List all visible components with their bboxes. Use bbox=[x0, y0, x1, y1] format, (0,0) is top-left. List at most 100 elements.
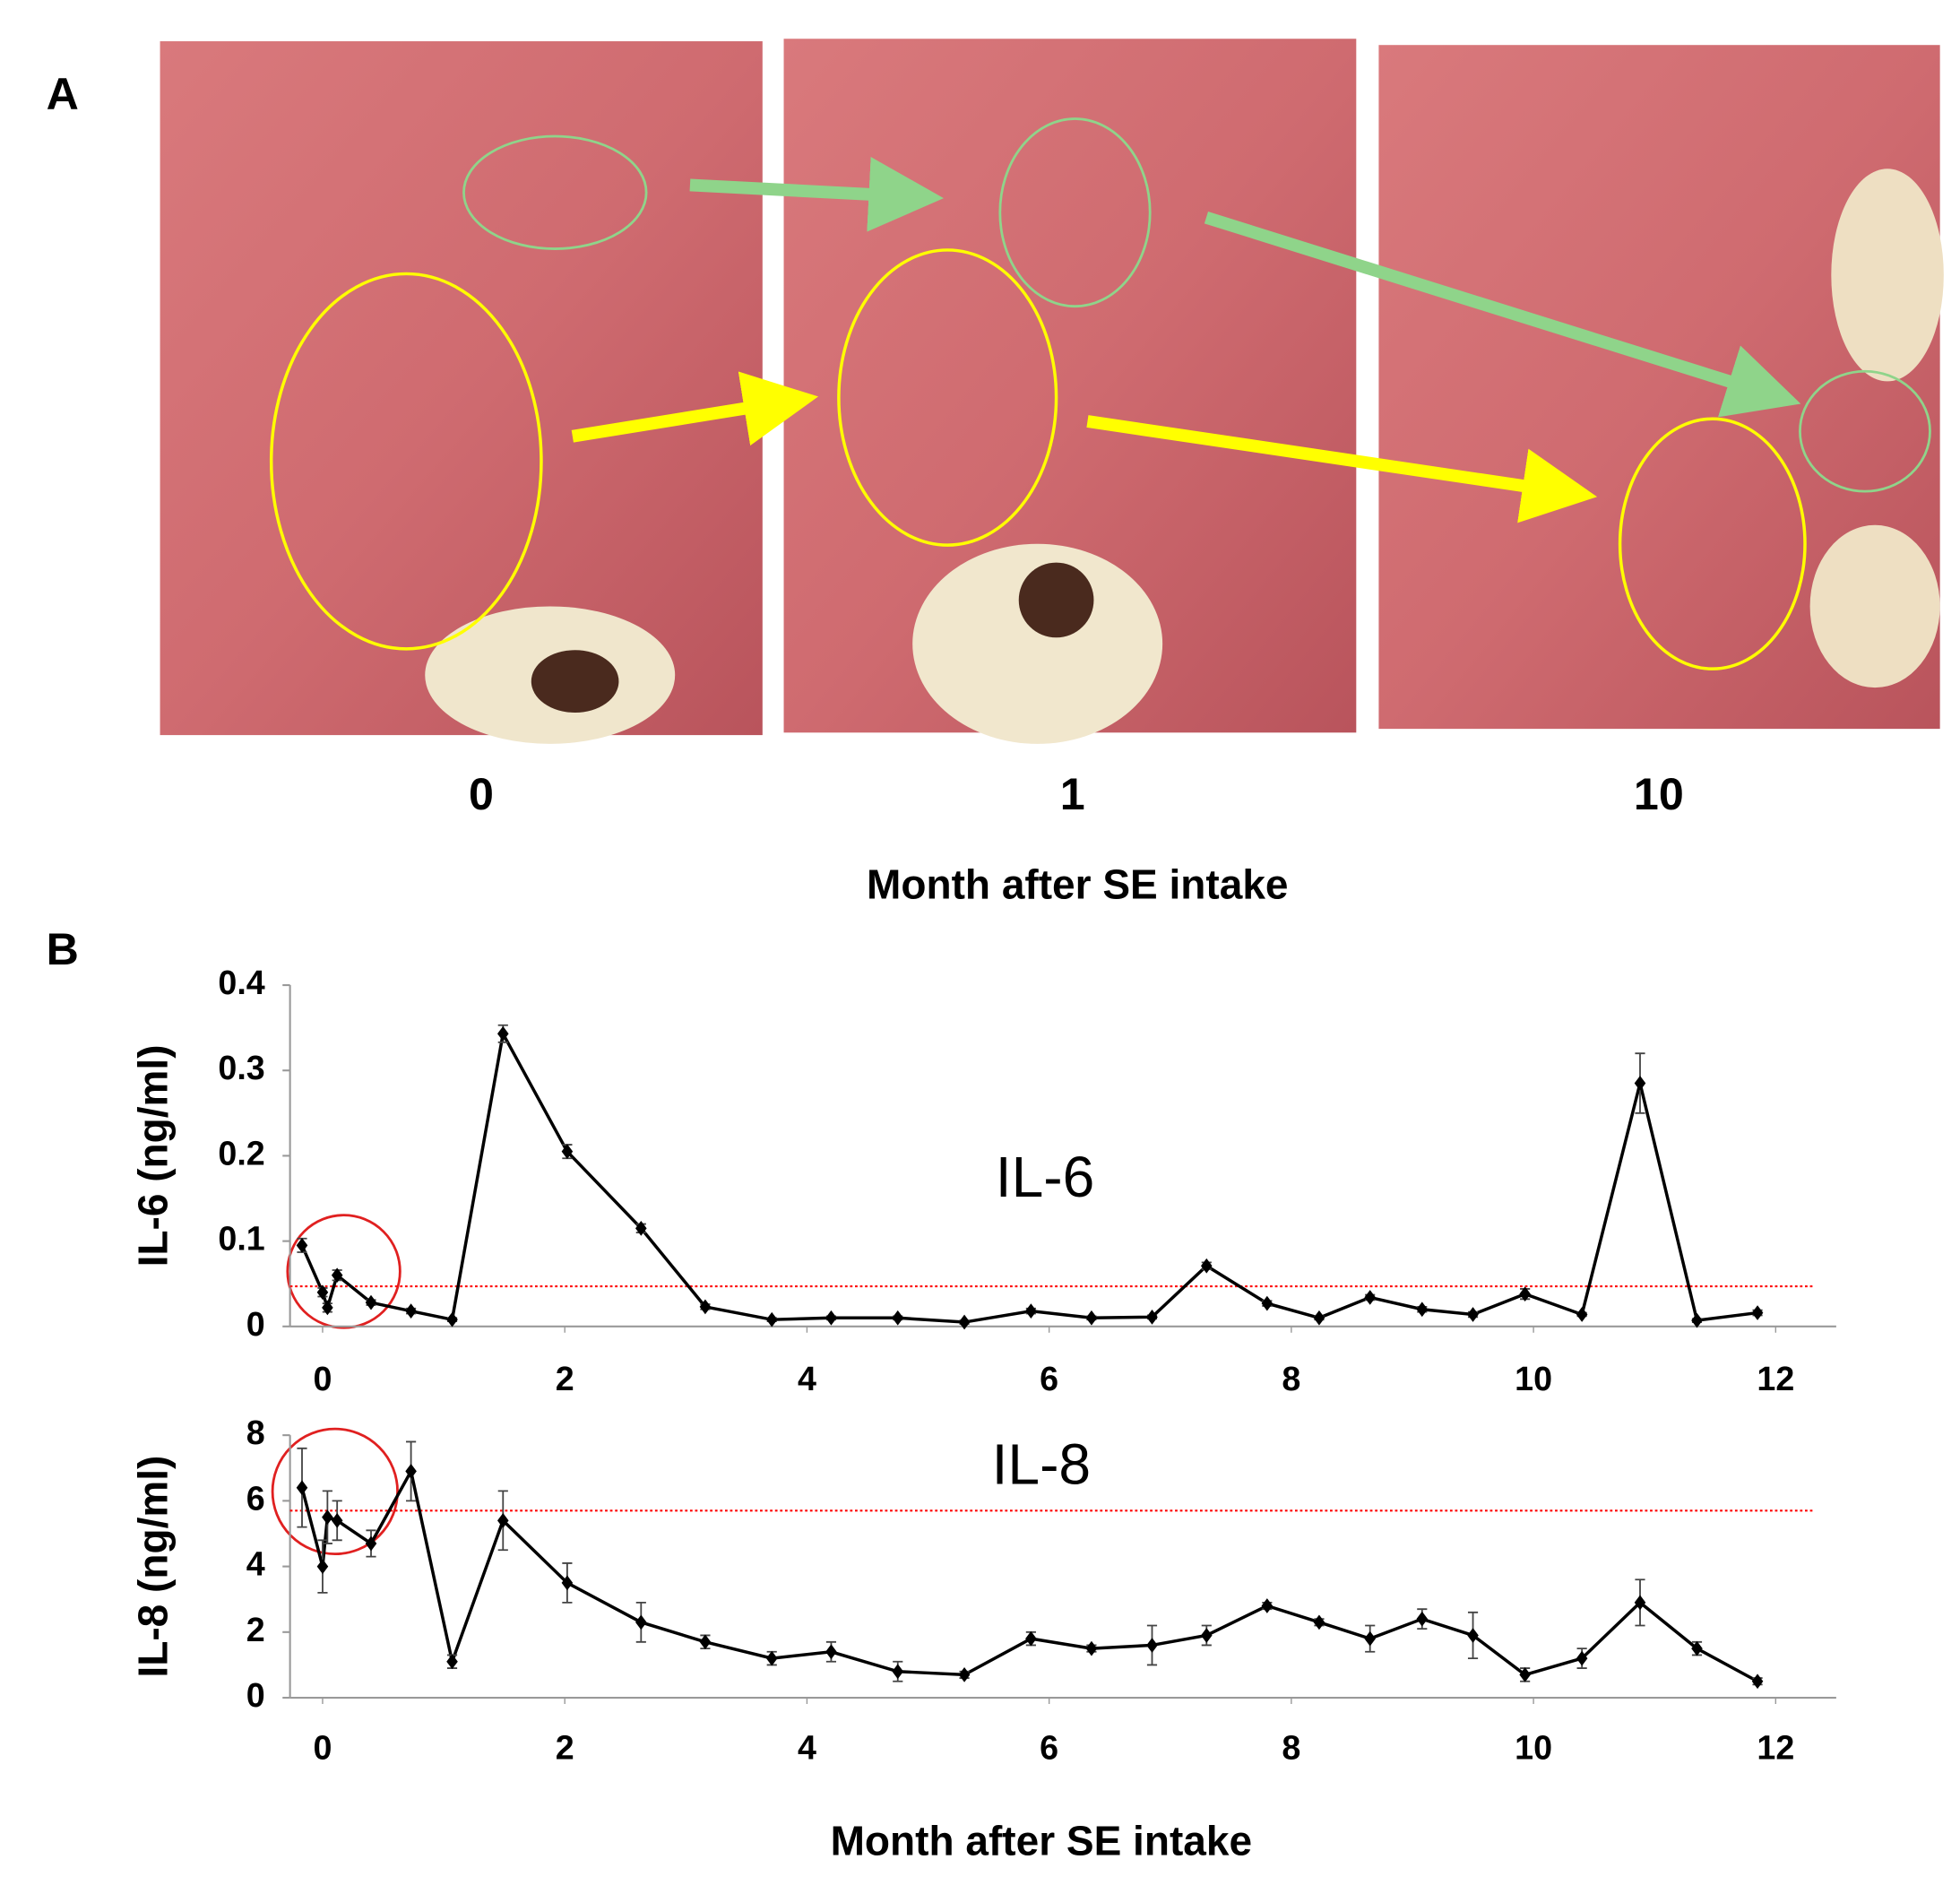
data-point bbox=[1085, 1640, 1098, 1656]
y-tick-label: 0.3 bbox=[218, 1049, 264, 1086]
x-tick-label: 8 bbox=[1282, 1729, 1300, 1767]
data-point bbox=[331, 1267, 343, 1284]
data-point bbox=[322, 1300, 333, 1316]
lesion-circle bbox=[998, 117, 1152, 308]
chart-title: IL-6 bbox=[996, 1145, 1095, 1209]
tooth bbox=[912, 543, 1163, 744]
data-point bbox=[825, 1644, 837, 1660]
x-tick-label: 12 bbox=[1757, 1729, 1794, 1767]
data-point bbox=[316, 1559, 329, 1574]
y-tick-label: 0 bbox=[246, 1305, 265, 1343]
data-point bbox=[365, 1294, 377, 1310]
lesion-circle bbox=[269, 272, 543, 651]
y-tick-label: 0 bbox=[246, 1676, 265, 1714]
data-point bbox=[1519, 1667, 1531, 1682]
x-tick-label: 6 bbox=[1040, 1729, 1058, 1767]
data-line bbox=[300, 1466, 1758, 1683]
data-point bbox=[1025, 1630, 1037, 1647]
y-tick-label: 0.4 bbox=[218, 964, 264, 1001]
data-point bbox=[1751, 1305, 1764, 1320]
data-point bbox=[1313, 1310, 1325, 1326]
data-point bbox=[446, 1654, 458, 1670]
y-tick-label: 0.2 bbox=[218, 1134, 264, 1172]
data-point bbox=[1751, 1673, 1764, 1690]
y-tick-label: 4 bbox=[246, 1545, 265, 1583]
tooth bbox=[1809, 524, 1940, 688]
data-point bbox=[1364, 1630, 1376, 1647]
x-tick-label: 4 bbox=[798, 1360, 816, 1397]
arrow bbox=[689, 157, 944, 232]
y-axis-label: IL-8 (ng/ml) bbox=[130, 1456, 177, 1678]
arrow bbox=[1086, 415, 1598, 523]
data-point bbox=[1576, 1650, 1588, 1666]
lesion-circle bbox=[1799, 369, 1931, 493]
tooth bbox=[1831, 169, 1944, 382]
data-point bbox=[958, 1667, 971, 1682]
data-point bbox=[497, 1512, 509, 1528]
data-point bbox=[1313, 1614, 1325, 1630]
data-point bbox=[1201, 1258, 1213, 1274]
x-tick-label: 2 bbox=[556, 1729, 574, 1767]
data-point bbox=[296, 1237, 308, 1253]
data-point bbox=[1519, 1286, 1531, 1302]
tooth-cavity bbox=[1018, 562, 1094, 638]
lesion-circle bbox=[837, 248, 1058, 547]
highlight-circle bbox=[271, 1427, 399, 1556]
data-point bbox=[1146, 1309, 1158, 1325]
data-point bbox=[892, 1664, 904, 1680]
y-tick-label: 0.1 bbox=[218, 1220, 264, 1258]
x-tick-label: 0 bbox=[313, 1360, 332, 1397]
data-point bbox=[1691, 1312, 1703, 1328]
x-tick-label: 2 bbox=[556, 1360, 574, 1397]
x-tick-label: 8 bbox=[1282, 1360, 1300, 1397]
data-point bbox=[1691, 1640, 1703, 1656]
photo bbox=[160, 41, 763, 736]
data-point bbox=[1261, 1598, 1274, 1613]
data-point bbox=[405, 1303, 417, 1319]
x-tick-label: 0 bbox=[313, 1729, 332, 1767]
x-tick-label: 10 bbox=[1515, 1729, 1552, 1767]
data-point bbox=[1085, 1310, 1098, 1326]
timepoint-label: 10 bbox=[1634, 769, 1684, 819]
timepoint-label: 0 bbox=[469, 769, 494, 819]
highlight-circle bbox=[286, 1214, 401, 1329]
data-point bbox=[316, 1284, 329, 1301]
data-point bbox=[446, 1311, 458, 1328]
x-axis-label: Month after SE intake bbox=[831, 1817, 1252, 1864]
data-point bbox=[1025, 1303, 1037, 1319]
x-tick-label: 6 bbox=[1040, 1360, 1058, 1397]
data-point bbox=[635, 1614, 647, 1630]
lesion-circle bbox=[462, 134, 648, 250]
tooth-cavity bbox=[531, 650, 619, 713]
data-point bbox=[825, 1310, 837, 1326]
data-point bbox=[1416, 1302, 1429, 1318]
data-point bbox=[405, 1464, 417, 1479]
chart-title: IL-8 bbox=[992, 1432, 1092, 1497]
timepoint-label: 1 bbox=[1060, 769, 1085, 819]
data-point bbox=[322, 1509, 333, 1526]
data-point bbox=[1146, 1638, 1158, 1653]
x-tick-label: 12 bbox=[1757, 1360, 1794, 1397]
data-point bbox=[1634, 1076, 1646, 1091]
data-point bbox=[1201, 1628, 1213, 1643]
arrow bbox=[571, 371, 819, 446]
data-point bbox=[635, 1220, 647, 1236]
data-point bbox=[365, 1535, 377, 1552]
panel-label: A bbox=[47, 69, 79, 119]
data-point bbox=[958, 1314, 971, 1330]
data-point bbox=[1261, 1295, 1274, 1311]
data-point bbox=[765, 1311, 778, 1328]
data-point bbox=[331, 1512, 343, 1528]
arrow bbox=[1204, 212, 1801, 418]
panel-label: B bbox=[47, 924, 79, 974]
data-point bbox=[1416, 1611, 1429, 1627]
axis-label: Month after SE intake bbox=[867, 861, 1288, 907]
y-tick-label: 2 bbox=[246, 1611, 265, 1648]
y-axis-label: IL-6 (ng/ml) bbox=[130, 1044, 177, 1267]
data-point bbox=[1576, 1307, 1588, 1322]
x-tick-label: 4 bbox=[798, 1729, 816, 1767]
data-point bbox=[699, 1299, 712, 1315]
data-point bbox=[1467, 1628, 1479, 1643]
x-tick-label: 10 bbox=[1515, 1360, 1552, 1397]
